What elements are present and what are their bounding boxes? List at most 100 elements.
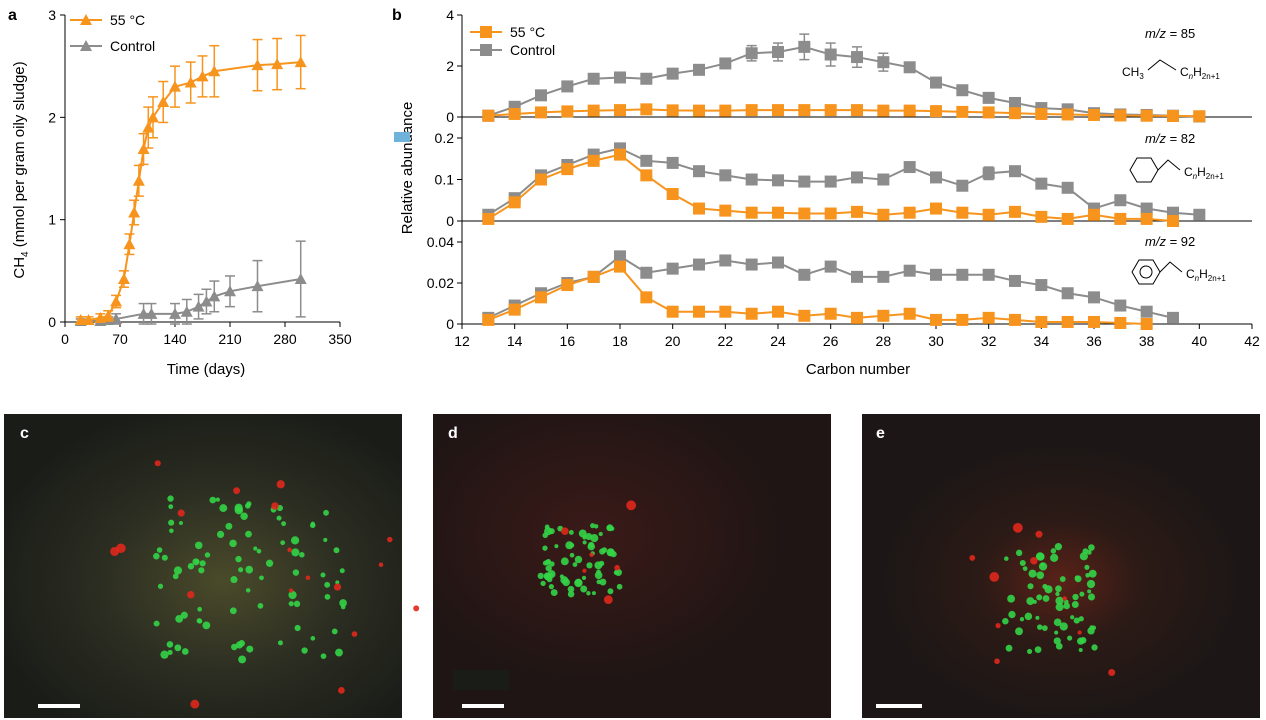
chart-a-55c-point (184, 76, 197, 88)
chart-b-control-2-point (851, 270, 863, 283)
structure-alkane: CH3 CnH2n+1 (1122, 59, 1221, 81)
micrograph-e-image (862, 414, 1260, 718)
green-cell (253, 546, 258, 551)
green-cell (1007, 594, 1016, 603)
green-cell (293, 600, 301, 608)
alkane-h-sub: 2n+1 (1202, 72, 1221, 81)
cyclohexane-h: H (1197, 165, 1206, 179)
chart-b-55c-1-point (587, 154, 600, 167)
chart-a-ylabel-rest: (mmol per gram oily sludge) (11, 61, 28, 251)
chart-b-55c-2-point (482, 313, 495, 326)
green-cell (574, 555, 583, 564)
chart-b-control-0-point (798, 40, 811, 53)
chart-b-control-1-point (851, 171, 863, 184)
green-cell (153, 552, 160, 560)
chart-b-55c-0-point (1140, 109, 1153, 122)
legend-b-marker-control (480, 44, 492, 56)
green-cell (1055, 596, 1064, 605)
benzene-bond (1159, 261, 1183, 273)
chart-b-control-1-point (1114, 194, 1127, 207)
green-cell (235, 641, 243, 649)
green-cell (1026, 597, 1035, 606)
green-cell (280, 540, 286, 546)
legend-a-marker-control (80, 40, 92, 51)
green-cell (160, 650, 169, 659)
green-cell (1050, 548, 1057, 554)
benzene-h: H (1199, 267, 1208, 281)
chart-b-55c-2-point (1035, 315, 1048, 328)
green-cell (599, 548, 606, 555)
chart-b-y-tick-label: 0.02 (427, 275, 454, 291)
green-cell (545, 565, 552, 572)
chart-b-control-2-point (930, 268, 942, 281)
green-cell (238, 655, 247, 664)
chart-b-55c-0-point (956, 105, 969, 118)
green-cell (225, 522, 233, 530)
red-cell (154, 460, 161, 467)
green-cell (1086, 579, 1096, 589)
chart-a-55c-point (251, 59, 264, 71)
alkane-n: n (1189, 72, 1194, 81)
chart-b-x-tick-label: 38 (1139, 333, 1155, 349)
green-cell (277, 640, 283, 646)
chart-b-55c-0-point (772, 104, 784, 117)
chart-b-x-tick-label: 42 (1244, 333, 1260, 349)
green-cell (559, 574, 565, 579)
green-cell (276, 515, 282, 521)
micrograph-c-scale-bar (38, 704, 80, 708)
green-cell (180, 611, 188, 619)
chart-b-55c-1-point (877, 208, 890, 221)
chart-b-control-1-point (640, 154, 653, 167)
green-cell (219, 504, 228, 513)
chart-a-55c-point (117, 273, 130, 285)
chart-b-control-2-point (772, 256, 784, 269)
green-cell (1085, 572, 1091, 578)
green-cell (1053, 618, 1062, 627)
green-cell (216, 530, 225, 539)
cyclohexane-h-sub: 2n+1 (1206, 172, 1225, 181)
micrograph-d-image (433, 414, 831, 718)
red-cell (187, 590, 195, 599)
chart-b-control-1-point (1140, 202, 1153, 215)
green-cell (1071, 601, 1079, 608)
chart-a-x-tick-label: 70 (112, 331, 128, 347)
chart-b-55c-1-point (508, 196, 521, 209)
chart-a-control-point (200, 295, 213, 307)
red-cell (1062, 596, 1067, 601)
chart-b-control-1-point (1193, 208, 1206, 221)
chart-a-plot (74, 34, 307, 326)
chart-b-55c-1-point (930, 202, 942, 215)
red-cell (233, 487, 241, 495)
green-cell (607, 588, 614, 595)
chart-a-55c-point (128, 206, 141, 218)
green-cell (1067, 635, 1073, 641)
chart-b-55c-0-point (1193, 110, 1206, 123)
chart-a-control-point (251, 280, 264, 292)
alkane-h: H (1193, 65, 1202, 79)
legend-a-label-55c: 55 °C (110, 12, 145, 28)
micrograph-d-scale-bar (462, 704, 504, 708)
green-cell (1038, 562, 1048, 571)
chart-b-x-tick-label: 34 (1034, 333, 1050, 349)
chart-b-control-0-point (587, 72, 600, 85)
green-cell (1059, 622, 1068, 631)
green-cell (1082, 548, 1089, 555)
red-cell (589, 552, 594, 557)
chart-b-control-2-point (982, 268, 995, 281)
chart-b-y-tick-label: 0 (446, 316, 454, 332)
chart-b-x-tick-label: 24 (770, 333, 786, 349)
chart-b-55c-2-point (877, 309, 890, 322)
chart-b-55c-0-point (1061, 108, 1074, 121)
micrograph-d-cells (537, 500, 637, 605)
chart-b-55c-1-point (1140, 212, 1153, 225)
chart-a-xlabel: Time (days) (167, 361, 246, 378)
green-cell (1078, 616, 1084, 622)
chart-b-55c-0-point (1167, 109, 1179, 122)
green-cell (178, 520, 183, 525)
chart-b-control-1-point (824, 175, 837, 188)
chart-b-control-2-point (877, 270, 890, 283)
green-cell (288, 590, 297, 600)
green-cell (1027, 583, 1034, 590)
chart-a-y-tick-label: 3 (48, 7, 56, 23)
